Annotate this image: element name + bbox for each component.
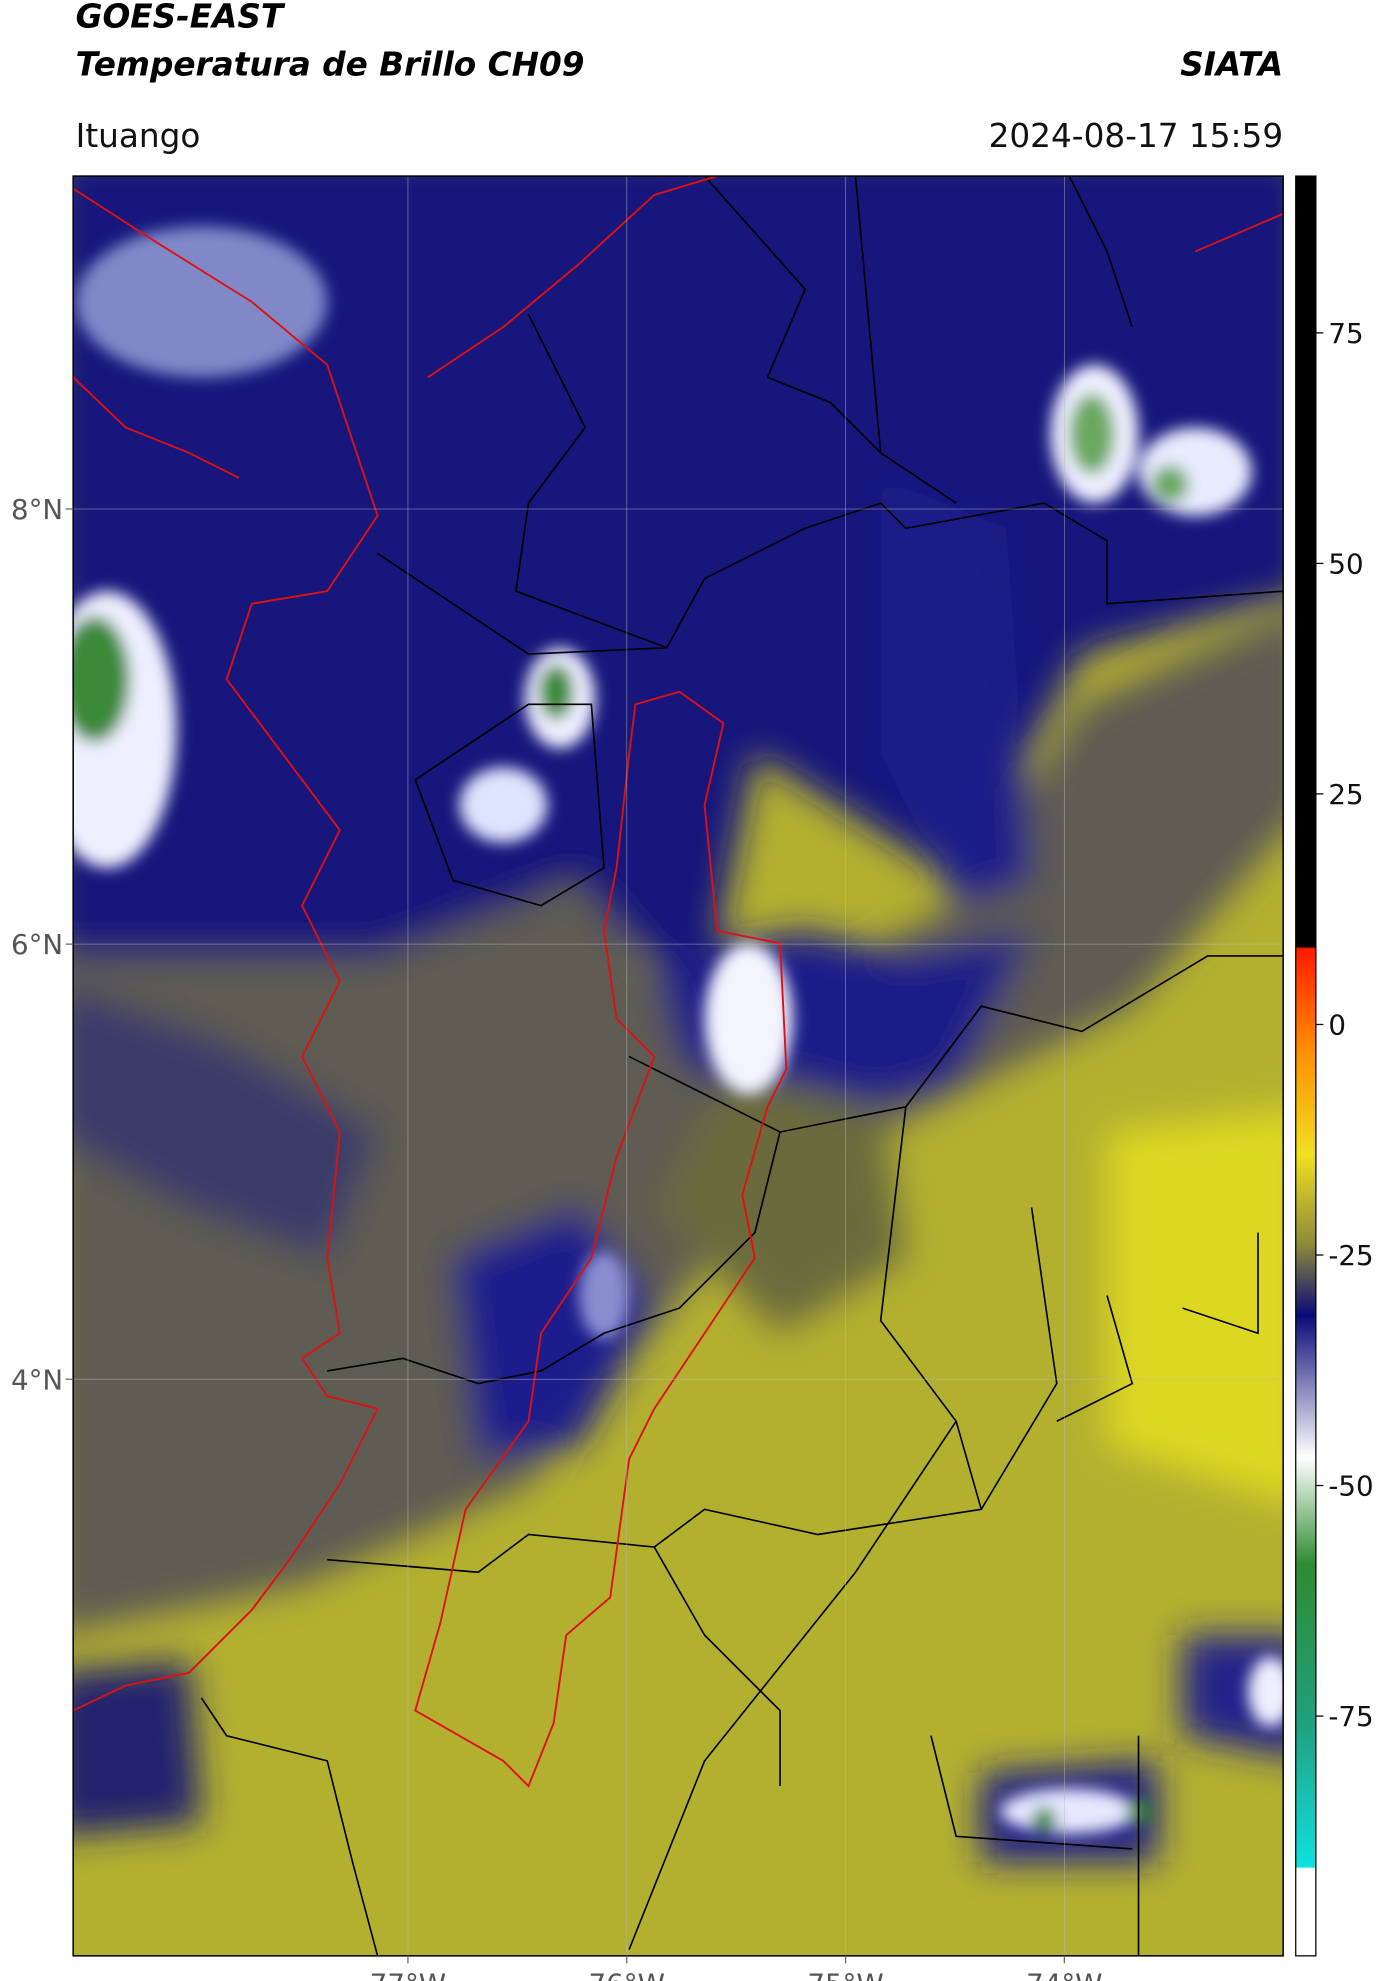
colorbar bbox=[1295, 175, 1317, 1957]
x-tick-label: 76°W bbox=[589, 1968, 665, 1981]
colorbar-tick-label: -25 bbox=[1328, 1239, 1373, 1272]
source: SIATA bbox=[1180, 45, 1283, 83]
colorbar-tick-label: 50 bbox=[1328, 547, 1363, 580]
colorbar-tick-label: -50 bbox=[1328, 1470, 1373, 1503]
x-tick-label: 75°W bbox=[807, 1968, 883, 1981]
map-frame bbox=[72, 175, 1284, 1957]
datetime: 2024-08-17 15:59 bbox=[989, 117, 1284, 155]
colorbar-tick-label: 25 bbox=[1328, 778, 1363, 811]
location: Ituango bbox=[76, 117, 201, 155]
subtitle: Temperatura de Brillo CH09 bbox=[76, 45, 585, 83]
colorbar-tick-label: 75 bbox=[1328, 317, 1363, 350]
x-tick-label: 77°W bbox=[370, 1968, 446, 1981]
colorbar-tick-label: -75 bbox=[1328, 1700, 1373, 1733]
title: GOES-EAST bbox=[76, 0, 286, 36]
y-tick-label: 4°N bbox=[11, 1363, 63, 1396]
y-tick-label: 6°N bbox=[11, 928, 63, 961]
y-tick-label: 8°N bbox=[11, 493, 63, 526]
x-tick-label: 74°W bbox=[1026, 1968, 1102, 1981]
colorbar-tick-label: 0 bbox=[1328, 1009, 1346, 1042]
map-image bbox=[73, 176, 1284, 1956]
